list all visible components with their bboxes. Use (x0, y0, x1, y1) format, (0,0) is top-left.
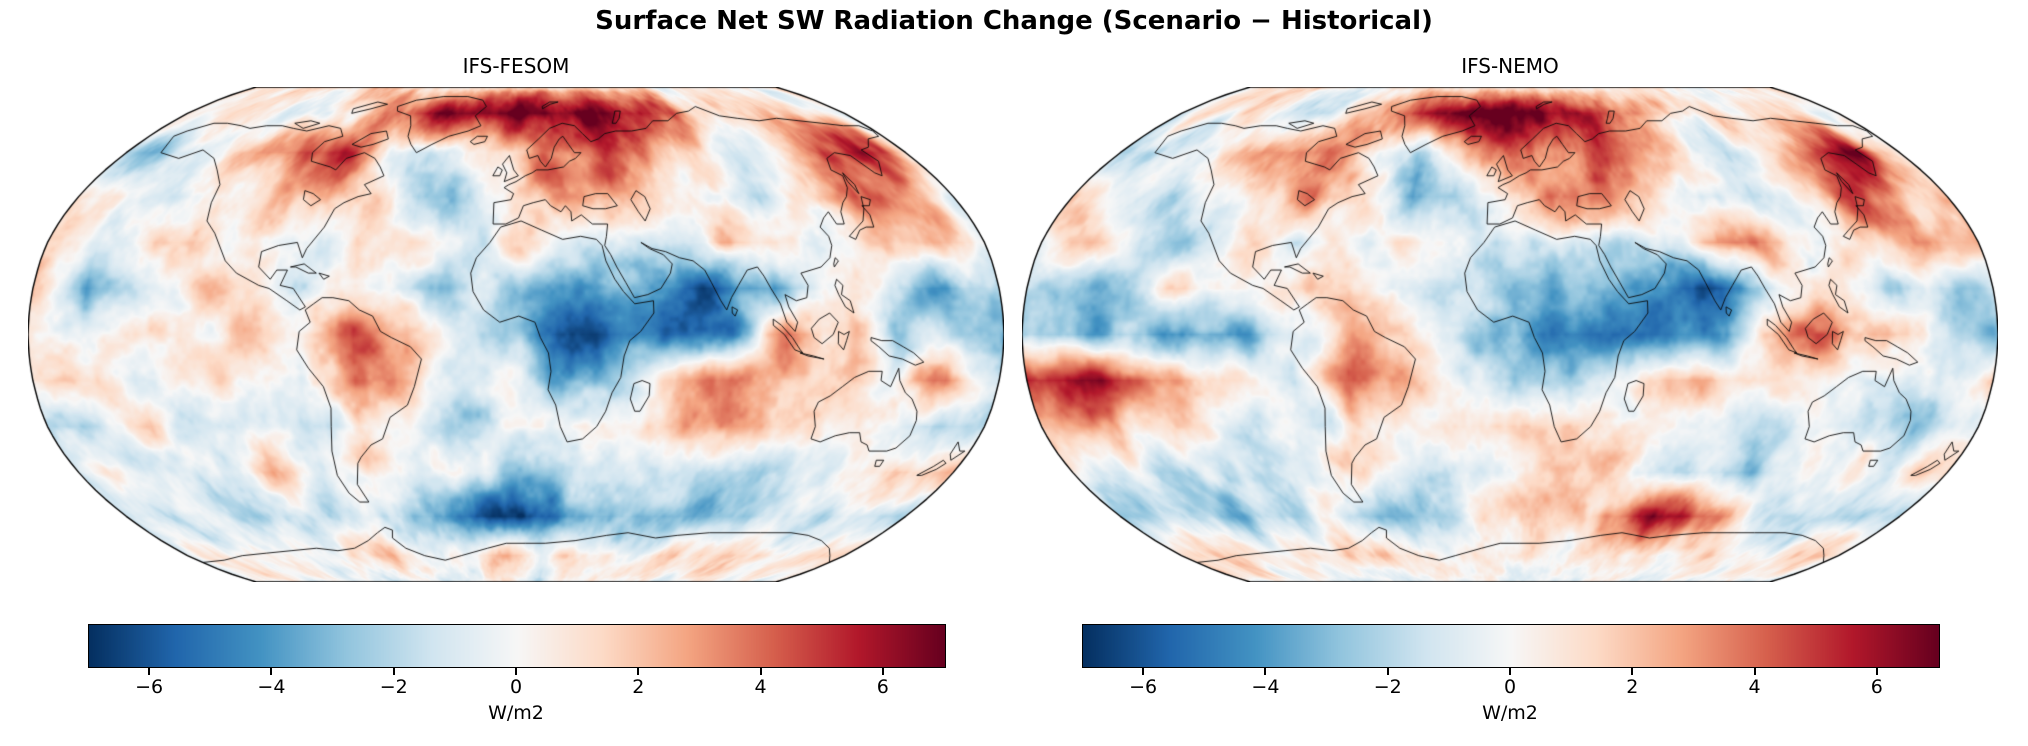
panel-ifs-nemo: IFS-NEMO −6 −4 −2 0 2 4 6 W/m2 (1022, 0, 1998, 746)
colorbar-tick-label: 6 (1870, 676, 1883, 698)
colorbar-tickmarks (88, 668, 944, 676)
colorbar-tick (1875, 668, 1878, 675)
colorbar-tick (881, 668, 884, 675)
colorbar-gradient (89, 625, 945, 667)
colorbar-tick (1264, 668, 1267, 675)
colorbar-tickmarks (1082, 668, 1938, 676)
colorbar-tick (1753, 668, 1756, 675)
colorbar-ifs-nemo (1082, 624, 1940, 668)
figure-title: Surface Net SW Radiation Change (Scenari… (595, 6, 1433, 36)
colorbar-tick-label: −4 (1251, 676, 1280, 698)
colorbar-tick-label: −2 (379, 676, 408, 698)
colorbar-tick (1631, 668, 1634, 675)
colorbar-tick-label: 2 (632, 676, 645, 698)
colorbar-tick (270, 668, 273, 675)
colorbar-unit-label: W/m2 (488, 702, 544, 724)
subplot-title-ifs-fesom: IFS-FESOM (462, 54, 570, 78)
colorbar-tick-label: 0 (509, 676, 523, 698)
colorbar-tick (515, 668, 517, 675)
colorbar-tick-label: 4 (754, 676, 767, 698)
map-ifs-nemo (1022, 87, 1998, 582)
colorbar-tick-label: −4 (257, 676, 286, 698)
panel-ifs-fesom: IFS-FESOM −6 −4 −2 0 2 4 6 W/m2 (28, 0, 1004, 746)
colorbar-tick (1509, 668, 1511, 675)
colorbar-tick-label: 0 (1503, 676, 1517, 698)
subplot-title-ifs-nemo: IFS-NEMO (1461, 54, 1559, 78)
colorbar-tick-label: 2 (1626, 676, 1639, 698)
colorbar-tick-label: −6 (1129, 676, 1158, 698)
colorbar-tick-labels: −6 −4 −2 0 2 4 6 (88, 676, 944, 700)
colorbar-tick-label: −2 (1373, 676, 1402, 698)
colorbar-tick-label: −6 (135, 676, 164, 698)
colorbar-ifs-fesom (88, 624, 946, 668)
colorbar-tick-label: 6 (876, 676, 889, 698)
colorbar-tick-labels: −6 −4 −2 0 2 4 6 (1082, 676, 1938, 700)
colorbar-tick (148, 668, 151, 675)
colorbar-tick (637, 668, 640, 675)
colorbar-tick (759, 668, 762, 675)
colorbar-tick (1142, 668, 1145, 675)
colorbar-gradient (1083, 625, 1939, 667)
colorbar-tick-label: 4 (1748, 676, 1761, 698)
map-ifs-fesom (28, 87, 1004, 582)
colorbar-tick (1386, 668, 1389, 675)
colorbar-tick (392, 668, 395, 675)
colorbar-unit-label: W/m2 (1482, 702, 1538, 724)
